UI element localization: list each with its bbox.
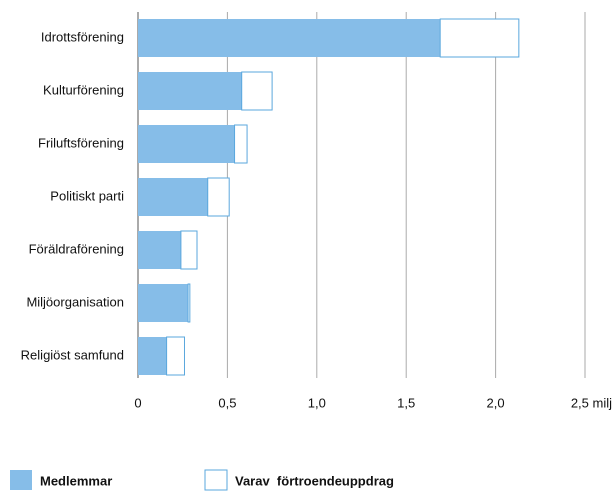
bar bbox=[138, 125, 235, 163]
bar bbox=[439, 18, 520, 58]
y-tick-label: Religiöst samfund bbox=[21, 347, 124, 362]
y-tick-label: Politiskt parti bbox=[50, 188, 124, 203]
y-tick-label: Friluftsförening bbox=[38, 135, 124, 150]
bar bbox=[138, 19, 441, 57]
legend-swatch bbox=[204, 469, 228, 491]
x-tick-label: 1,0 bbox=[308, 395, 326, 410]
bar bbox=[180, 230, 198, 270]
y-tick-label: Idrottsförening bbox=[41, 29, 124, 44]
y-tick-label: Föräldraförening bbox=[29, 241, 124, 256]
x-tick-label: 2,0 bbox=[487, 395, 505, 410]
bar bbox=[138, 178, 208, 216]
bar bbox=[138, 231, 181, 269]
bar bbox=[207, 177, 230, 217]
x-tick-label: 0,5 bbox=[218, 395, 236, 410]
bar bbox=[138, 337, 167, 375]
bar bbox=[166, 336, 185, 376]
x-tick-label: 2,5 milj bbox=[571, 395, 612, 410]
bar bbox=[187, 283, 191, 323]
legend-swatch bbox=[10, 470, 32, 490]
y-tick-label: Miljöorganisation bbox=[26, 294, 124, 309]
legend-label: Varav förtroendeuppdrag bbox=[235, 473, 394, 488]
x-tick-label: 0 bbox=[134, 395, 141, 410]
legend-label: Medlemmar bbox=[40, 473, 112, 488]
bar bbox=[241, 71, 273, 111]
x-tick-label: 1,5 bbox=[397, 395, 415, 410]
bar bbox=[138, 72, 242, 110]
y-tick-label: Kulturförening bbox=[43, 82, 124, 97]
bar bbox=[234, 124, 248, 164]
bar bbox=[138, 284, 189, 322]
